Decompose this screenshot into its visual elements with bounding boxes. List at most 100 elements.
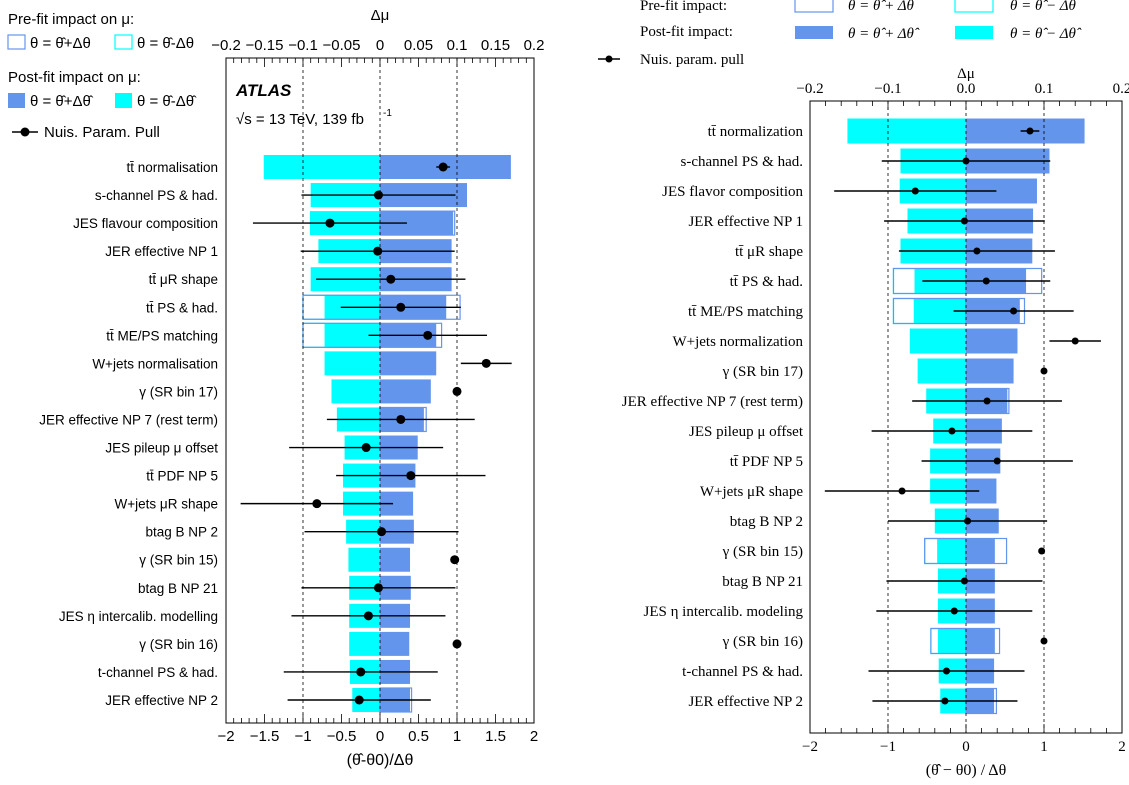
pull-marker [960,577,968,585]
postfit-minus-bar [847,118,966,144]
top-axis-title: Δμ [957,66,975,82]
parameter-label: γ (SR bin 16) [722,634,803,650]
pull-marker [386,274,396,284]
parameter-label: γ (SR bin 15) [139,553,218,568]
postfit-plus-legend-label: θ = θ̂ + Δθ̂ [848,26,920,42]
prefit-plus-swatch [7,34,26,50]
parameter-label: tt̄ ME/PS matching [106,328,218,343]
postfit-minus-bar [324,351,380,376]
pull-marker [948,427,956,435]
bottom-axis-tick-label: −1 [294,728,311,745]
pull-marker [373,246,383,256]
postfit-plus-bar [380,351,437,376]
pull-marker [993,457,1001,465]
left-impact-panel: tt̄ normalisation s-channel PS & had. JES … [7,7,545,769]
pull-marker [452,386,462,396]
prefit-plus-legend-label: θ = θ̂+Δθ [30,35,91,52]
prefit-plus-legend-label: θ = θ̂ + Δθ [848,0,915,14]
postfit-legend-title: Post-fit impact on μ: [8,69,141,86]
parameter-label: γ (SR bin 17) [722,364,803,380]
pull-marker [1026,127,1034,135]
parameter-label: tt̄ ME/PS matching [688,304,804,320]
pull-marker [406,471,416,481]
parameter-label: γ (SR bin 15) [722,544,803,560]
parameter-label: tt̄ PDF NP 5 [146,469,218,484]
parameter-label: t-channel PS & had. [98,665,218,680]
bottom-axis-tick-label: 0 [962,739,970,755]
parameter-label: tt̄ PS & had. [730,274,803,290]
pull-marker [1040,367,1048,375]
parameter-label: W+jets μR shape [115,497,218,512]
pull-marker [960,217,968,225]
top-axis-tick-label: 0 [376,37,384,54]
top-axis-tick-label: 0.15 [481,37,510,54]
parameter-label: tt̄ normalisation [126,160,218,175]
bottom-axis-tick-label: 0 [376,728,384,745]
postfit-plus-bar [380,631,410,656]
parameter-label: tt̄ normalization [708,124,804,140]
prefit-minus-legend-label: θ = θ̂-Δθ [137,35,194,52]
top-axis-tick-label: 0.2 [1113,81,1129,97]
parameter-label: JES flavour composition [73,216,218,231]
pull-marker [325,218,335,228]
energy-lumi-superscript: -1 [383,108,392,119]
pull-marker [943,667,950,675]
postfit-minus-bar [937,628,966,654]
postfit-minus-bar [909,328,966,354]
pull-legend-label: Nuis. Param. Pull [44,124,160,141]
postfit-minus-swatch [955,26,993,39]
energy-lumi-label: √s = 13 TeV, 139 fb [236,111,364,128]
postfit-minus-bar [917,358,966,384]
bottom-axis-tick-label: 1 [453,728,461,745]
pull-legend-marker [20,127,30,137]
top-axis-tick-label: 0.1 [1035,81,1054,97]
postfit-plus-bar [380,547,411,572]
experiment-label: ATLAS [235,81,292,100]
prefit-minus-swatch [114,34,133,50]
parameter-label: t-channel PS & had. [682,664,803,680]
pull-marker [312,499,322,509]
prefit-legend-title: Pre-fit impact on μ: [8,11,134,28]
parameter-label: W+jets normalisation [92,356,218,371]
pull-marker [373,583,383,593]
parameter-label: tt̄ μR shape [735,244,803,260]
pull-marker [452,639,462,649]
pull-marker [962,157,970,165]
pull-marker [983,397,991,405]
prefit-plus-swatch [794,0,834,13]
bottom-axis-title: (θ̂ − θ0) / Δθ [926,762,1007,779]
bottom-axis-tick-label: 1.5 [485,728,506,745]
parameter-label: tt̄ PDF NP 5 [730,454,803,470]
pull-marker [950,607,958,615]
parameter-label: JER effective NP 2 [105,693,218,708]
parameter-label: s-channel PS & had. [681,154,803,170]
postfit-plus-swatch [8,93,25,108]
top-axis-tick-label: 0.05 [404,37,433,54]
parameter-label: W+jets μR shape [700,484,803,500]
pull-marker [373,190,383,200]
top-axis-tick-label: −0.2 [211,37,241,54]
postfit-minus-bar [348,547,380,572]
parameter-label: γ (SR bin 16) [139,637,218,652]
bottom-axis-tick-label: −2 [802,739,818,755]
pull-marker [354,695,364,705]
parameter-label: JES η intercalib. modeling [644,604,804,620]
pull-legend-marker [605,55,613,63]
parameter-label: btag B NP 21 [722,574,803,590]
parameter-label: JES pileup μ offset [689,424,804,440]
top-axis-tick-label: 0.2 [524,37,545,54]
pull-marker [1038,547,1046,555]
postfit-minus-bar [331,379,380,404]
bottom-axis-title: (θ̂-θ0)/Δθ [347,752,414,769]
top-axis-tick-label: −0.1 [288,37,318,54]
postfit-plus-bar [966,358,1014,384]
postfit-plus-swatch [795,26,833,39]
bottom-axis-tick-label: 0.5 [408,728,429,745]
postfit-plus-bar [380,379,431,404]
parameter-label: tt̄ PS & had. [146,300,218,315]
prefit-legend-title: Pre-fit impact: [640,0,727,14]
postfit-minus-bar [349,631,380,656]
parameter-label: JER effective NP 2 [688,694,803,710]
